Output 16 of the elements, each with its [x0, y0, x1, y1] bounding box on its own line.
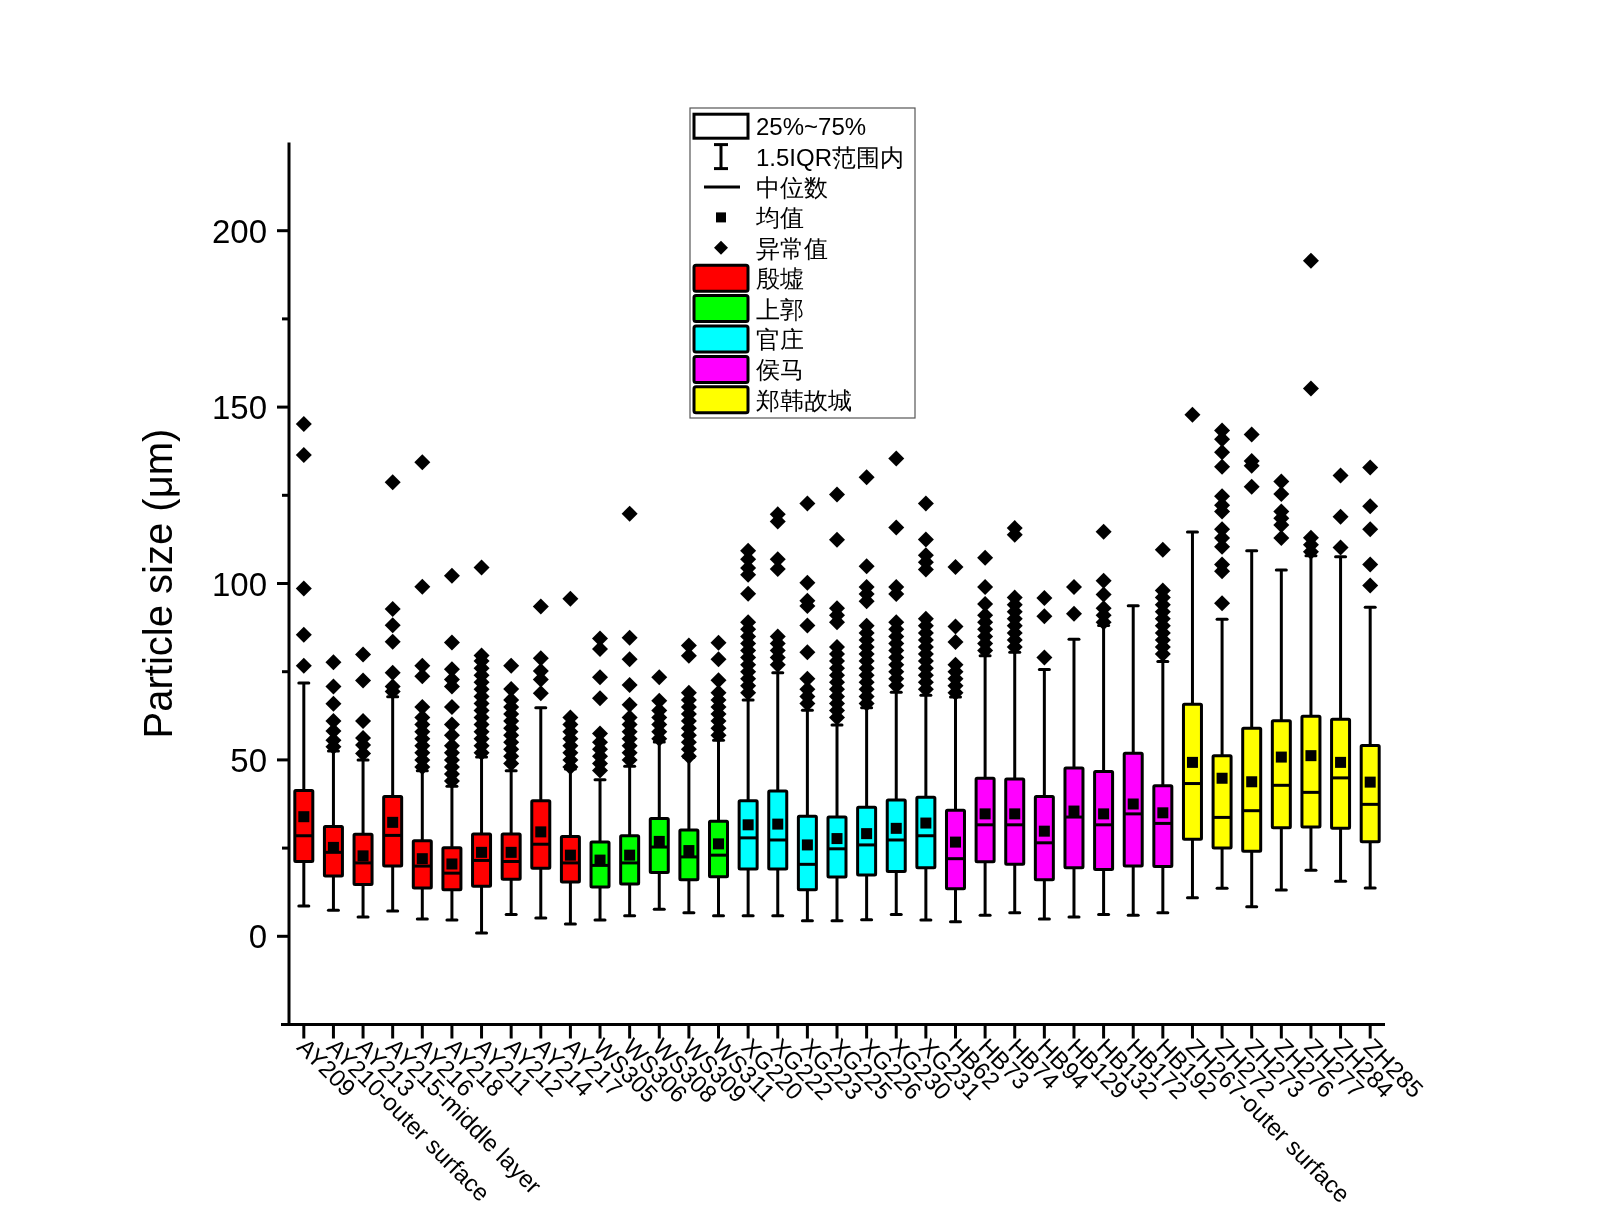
- legend-label: 郑韩故城: [756, 386, 852, 414]
- text: 25%~75%: [756, 113, 867, 141]
- legend-label: 官庄: [756, 326, 804, 353]
- y-axis-title: Particle size (μm): [136, 428, 180, 739]
- y-tick-label: 200: [211, 212, 267, 250]
- annotation: 1.5IQR范围内: [756, 143, 905, 171]
- y-tick-label: 150: [211, 389, 267, 427]
- y-tick-label: 50: [230, 741, 267, 779]
- y-tick-label: 0: [248, 918, 267, 956]
- y-tick-label: 100: [211, 565, 267, 603]
- legend-label: 上郭: [756, 295, 804, 323]
- legend-label: 殷墟: [756, 265, 804, 293]
- annotation: 均值: [755, 204, 804, 232]
- legend-label: 侯马: [756, 356, 804, 384]
- annotation: 中位数: [756, 174, 828, 201]
- annotation: 异常值: [756, 234, 828, 262]
